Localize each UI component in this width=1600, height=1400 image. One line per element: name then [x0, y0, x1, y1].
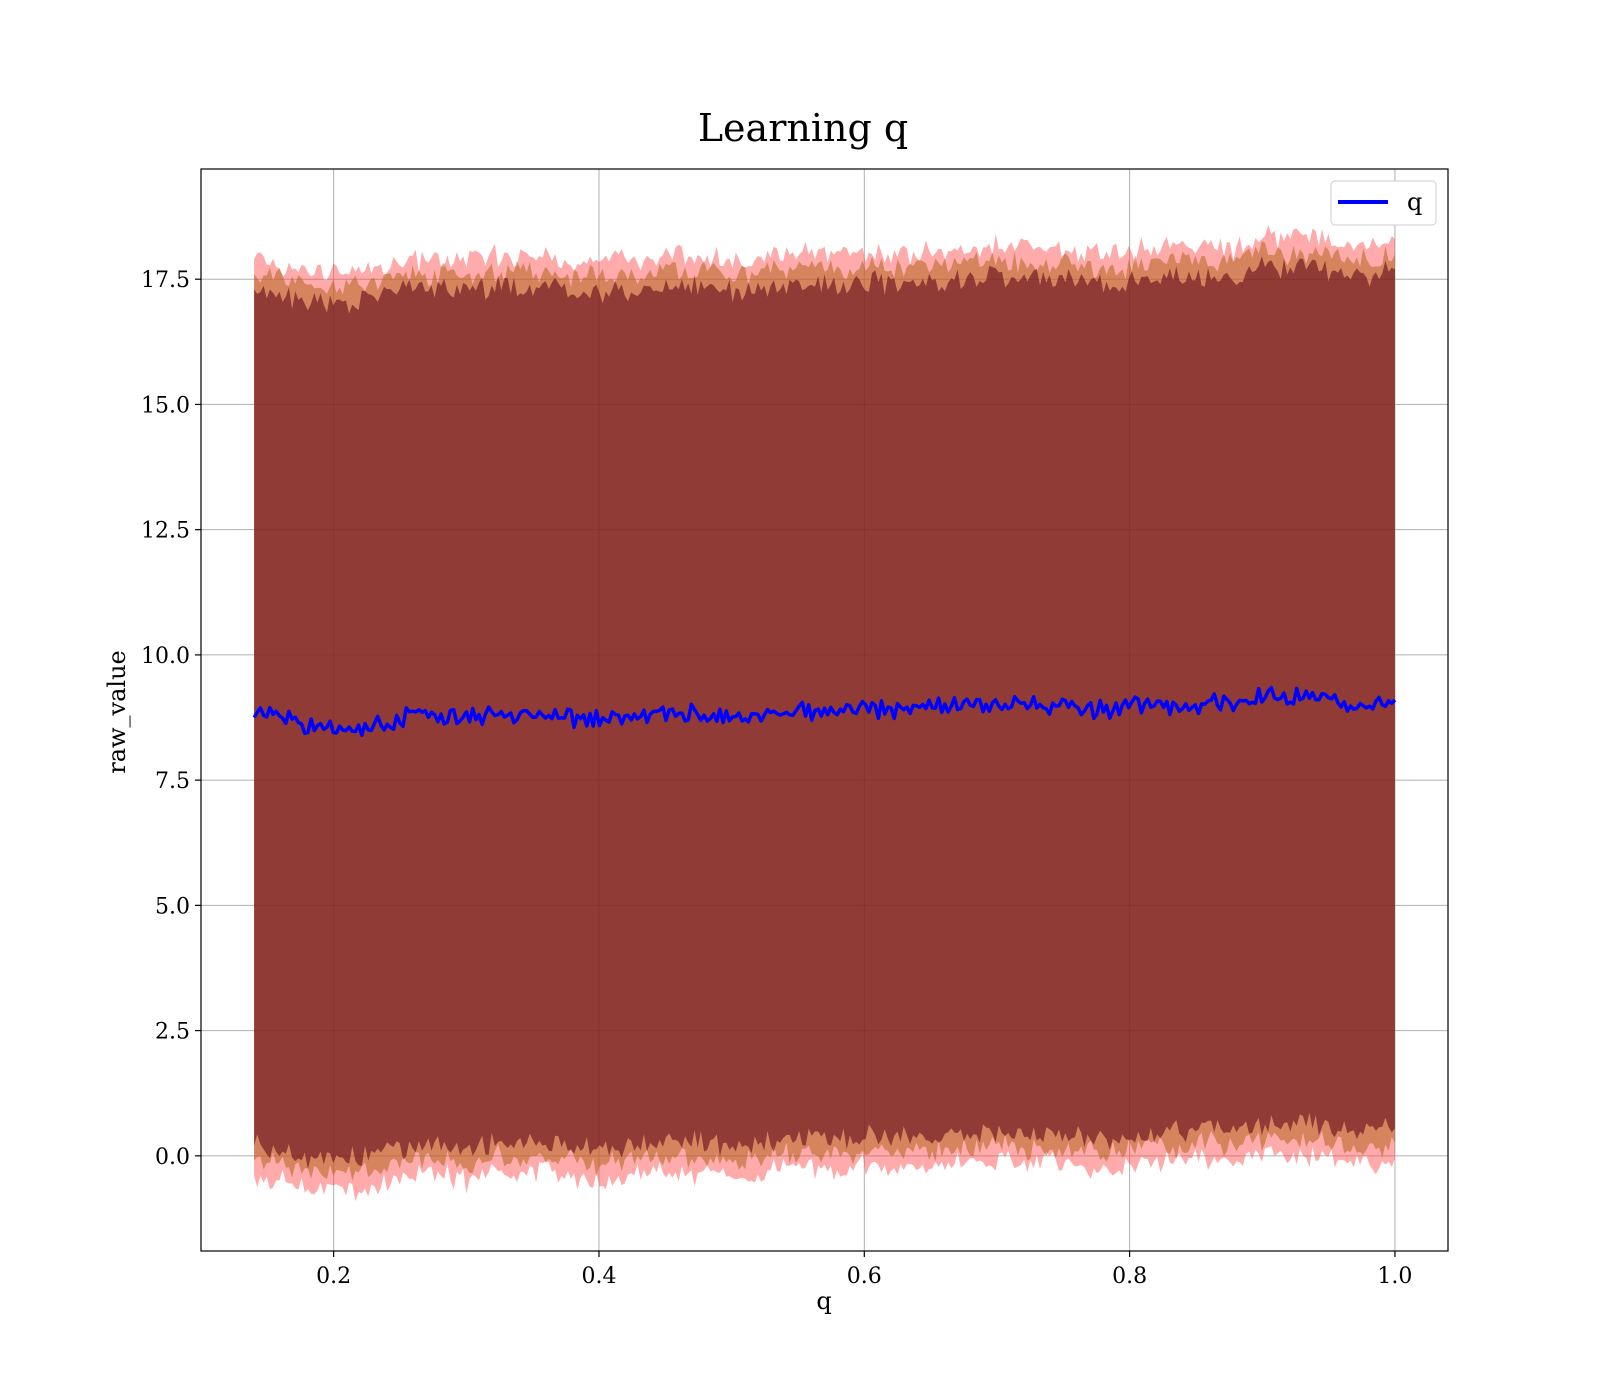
y-tick-label-5: 12.5 — [141, 519, 190, 544]
y-tick-label-6: 15.0 — [141, 393, 190, 418]
y-tick-label-2: 5.0 — [155, 894, 190, 919]
x-axis-label: q — [816, 1287, 831, 1315]
series-line-q — [252, 685, 1397, 737]
chart-title: Learning q — [698, 106, 908, 150]
y-tick-label-1: 2.5 — [155, 1020, 190, 1045]
x-tick-label-1: 0.4 — [581, 1264, 616, 1289]
x-tick-label-3: 0.8 — [1112, 1264, 1147, 1289]
plot-frame — [200, 168, 1449, 1252]
y-axis-ticks: 0.0 2.5 5.0 7.5 10.0 12.5 15.0 17.5 — [141, 268, 201, 1170]
y-tick-label-3: 7.5 — [155, 769, 190, 794]
x-axis-ticks: 0.2 0.4 0.6 0.8 1.0 — [316, 1251, 1412, 1289]
x-tick-label-4: 1.0 — [1377, 1264, 1412, 1289]
x-tick-label-2: 0.6 — [847, 1264, 882, 1289]
y-tick-label-4: 10.0 — [141, 644, 190, 669]
x-tick-label-0: 0.2 — [316, 1264, 351, 1289]
y-tick-label-0: 0.0 — [155, 1145, 190, 1170]
legend-label-q: q — [1407, 188, 1422, 216]
legend: q — [1330, 180, 1437, 226]
y-tick-label-7: 17.5 — [141, 268, 190, 293]
series-lines — [252, 685, 1397, 737]
y-axis-label: raw_value — [103, 650, 131, 774]
